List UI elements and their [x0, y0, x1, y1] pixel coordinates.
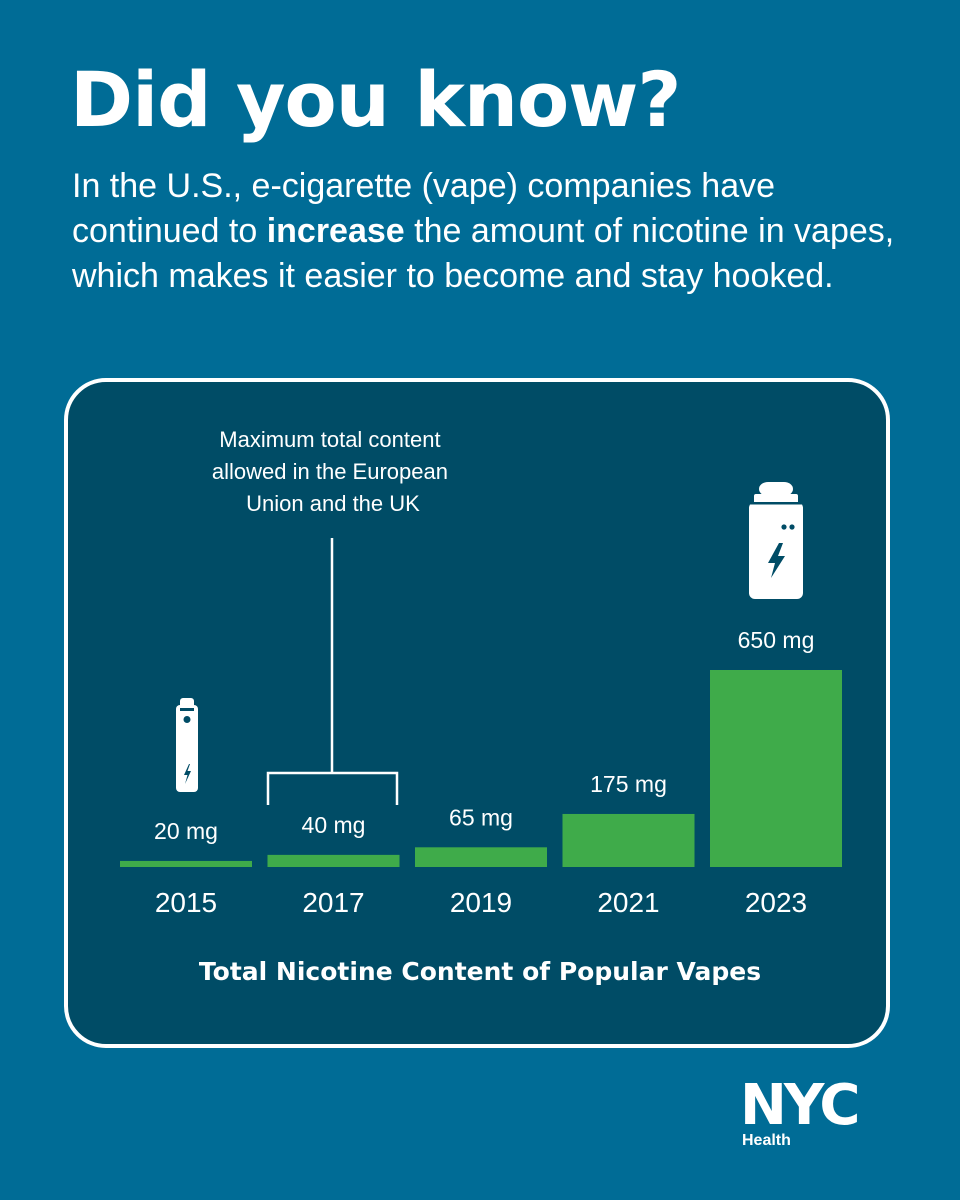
category-label-2017: 2017 — [302, 887, 364, 918]
intro-emphasis: increase — [266, 212, 405, 250]
chart-title: Total Nicotine Content of Popular Vapes — [198, 957, 762, 986]
value-label-2023: 650 mg — [738, 627, 815, 653]
intro-text-start: In the U.S., e-cigarette (vape) companie… — [72, 167, 776, 250]
category-label-2021: 2021 — [597, 887, 659, 918]
headline: Did you know? — [70, 55, 681, 144]
intro-text: In the U.S., e-cigarette (vape) companie… — [72, 164, 902, 299]
value-label-2017: 40 mg — [302, 812, 366, 838]
intro-text-end: the amount of nicotine in vapes, which m… — [72, 212, 895, 295]
category-label-2019: 2019 — [450, 887, 512, 918]
bar-2015 — [120, 860, 252, 867]
annotation-line-1: Maximum total content — [219, 427, 440, 452]
bar-2023 — [710, 670, 842, 867]
annotation-line-2: allowed in the European — [212, 459, 448, 484]
category-labels-layer: 2015 2017 2019 2021 2023 — [155, 887, 807, 918]
annotation-line-3: Union and the UK — [246, 491, 420, 516]
bar-2017 — [267, 854, 400, 867]
category-label-2015: 2015 — [155, 887, 217, 918]
bar-2021 — [562, 813, 695, 867]
eu-uk-limit-annotation: Maximum total content allowed in the Eur… — [212, 427, 454, 805]
nyc-health-logo: NYC Health — [740, 1075, 890, 1155]
bar-2019 — [415, 847, 547, 867]
value-labels-layer: 20 mg 40 mg 65 mg 175 mg 650 mg — [154, 627, 814, 844]
logo-wordmark: NYC — [740, 1073, 861, 1138]
bars-layer — [120, 670, 842, 867]
annotation-bracket — [266, 538, 399, 805]
annotation-text: Maximum total content allowed in the Eur… — [212, 427, 454, 516]
value-label-2021: 175 mg — [590, 771, 667, 797]
value-label-2015: 20 mg — [154, 818, 218, 844]
category-label-2023: 2023 — [745, 887, 807, 918]
logo-subtitle: Health — [742, 1132, 791, 1149]
vape-pen-icon — [176, 698, 198, 792]
box-mod-vape-icon — [749, 482, 803, 599]
value-label-2019: 65 mg — [449, 804, 513, 830]
